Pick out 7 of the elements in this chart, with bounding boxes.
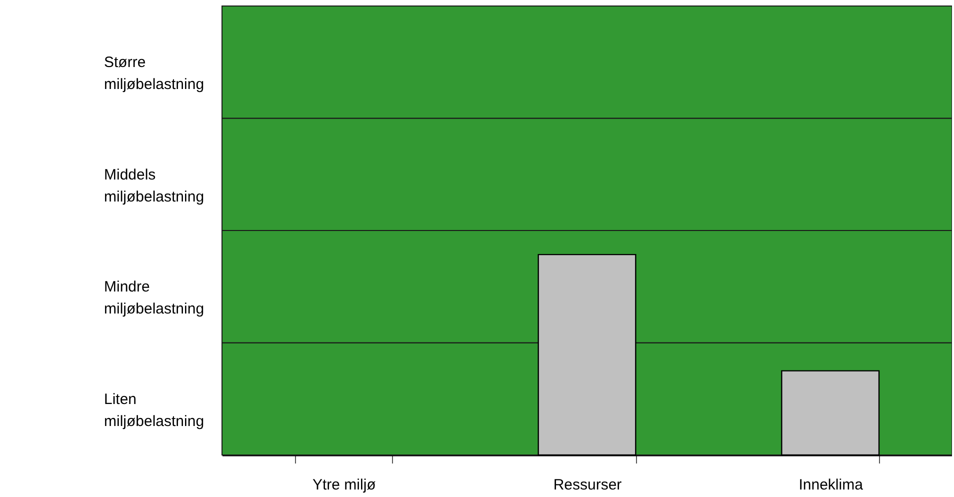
x-tick-label: Ressurser	[553, 476, 622, 494]
x-tick-label: Ytre miljø	[312, 476, 376, 494]
band-label: Liten miljøbelastning	[104, 390, 204, 430]
band-label: Større miljøbelastning	[104, 54, 204, 94]
band-label: Middels miljøbelastning	[104, 166, 204, 206]
x-tick-label: Inneklima	[798, 476, 864, 494]
band-label: Mindre miljøbelastning	[104, 278, 204, 318]
